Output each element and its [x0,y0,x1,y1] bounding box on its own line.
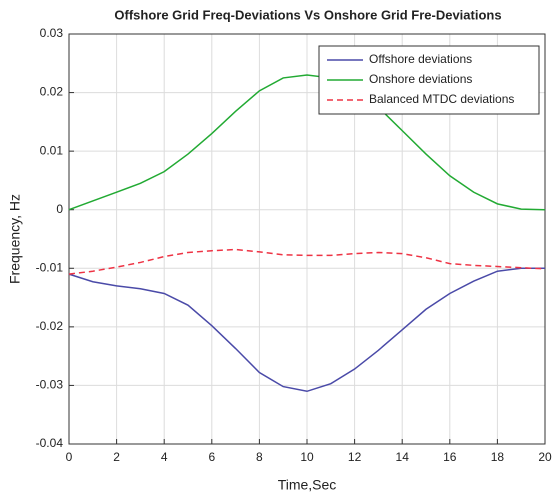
y-tick-label: -0.04 [36,436,64,450]
x-tick-label: 2 [113,450,120,464]
y-tick-label: 0.03 [40,26,64,40]
chart-title: Offshore Grid Freq-Deviations Vs Onshore… [114,7,501,22]
series-line [68,267,545,393]
y-tick-label: -0.03 [36,378,64,392]
y-tick-label: 0.02 [40,85,64,99]
series-line [68,248,546,275]
x-tick-label: 18 [491,450,505,464]
x-tick-label: 14 [396,450,410,464]
x-tick-label: 16 [443,450,457,464]
x-tick-label: 20 [538,450,552,464]
y-tick-label: 0.01 [40,143,64,157]
legend-label: Offshore deviations [369,52,472,66]
legend-label: Onshore deviations [369,72,472,86]
x-tick-label: 0 [66,450,73,464]
x-tick-label: 6 [208,450,215,464]
x-tick-label: 8 [256,450,263,464]
y-axis-label: Frequency, Hz [7,194,23,284]
series-line [68,74,546,211]
y-tick-label: 0 [56,202,63,216]
y-tick-label: -0.01 [36,260,64,274]
legend-label: Balanced MTDC deviations [369,92,514,106]
x-tick-label: 4 [161,450,168,464]
x-tick-label: 12 [348,450,362,464]
plot-frame [68,33,546,445]
y-tick-label: -0.02 [36,319,64,333]
x-axis-label: Time,Sec [278,477,337,493]
x-tick-label: 10 [300,450,314,464]
